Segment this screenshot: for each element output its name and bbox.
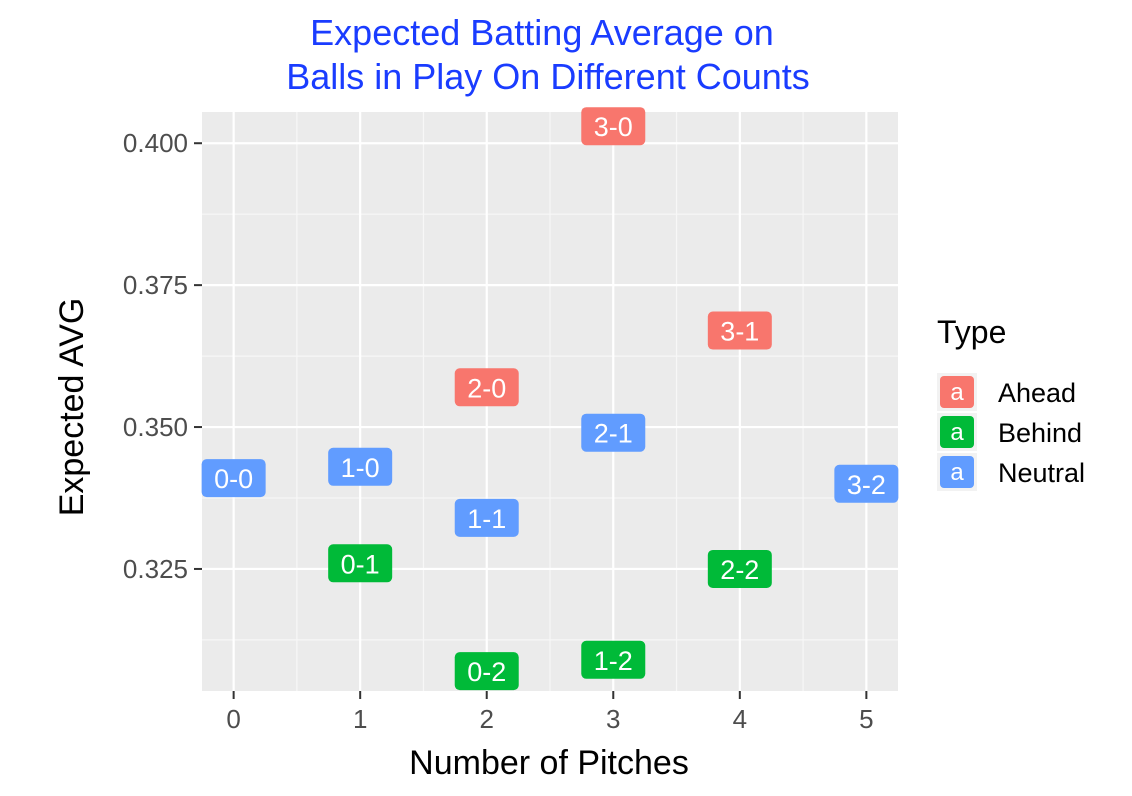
chart-title-line-1: Expected Batting Average on [310, 12, 774, 53]
y-axis-title: Expected AVG [53, 298, 91, 517]
count-label-box [707, 549, 772, 588]
legend-key-glyph: a [950, 459, 964, 486]
count-label-point: 3-0 [581, 107, 646, 146]
count-label-box [581, 640, 646, 679]
legend-title: Type [937, 314, 1006, 350]
count-label-point: 3-1 [707, 311, 772, 350]
legend-key-swatch [940, 376, 974, 408]
count-label-box [581, 413, 646, 452]
legend-key-swatch [940, 416, 974, 448]
count-label-box [328, 544, 393, 583]
x-tick-label: 1 [353, 704, 367, 734]
count-label-point: 0-1 [328, 544, 393, 583]
legend-entry: a Neutral [937, 453, 1085, 491]
count-label-text: 1-1 [467, 504, 506, 534]
count-label-text: 1-2 [594, 646, 633, 676]
chart-title-line-2: Balls in Play On Different Counts [286, 56, 810, 97]
count-label-point: 1-1 [454, 498, 519, 537]
count-label-text: 3-0 [594, 112, 633, 142]
y-tick-label: 0.350 [123, 412, 188, 442]
y-tick-label: 0.400 [123, 128, 188, 158]
count-label-box [454, 652, 519, 691]
y-tick-label: 0.375 [123, 270, 188, 300]
legend-entry: a Ahead [937, 373, 1076, 411]
y-tick-label: 0.325 [123, 554, 188, 584]
count-label-point: 0-2 [454, 652, 519, 691]
x-tick-label: 5 [859, 704, 873, 734]
count-label-point: 0-0 [201, 459, 266, 498]
count-label-box [581, 107, 646, 146]
legend: Type a Ahead a Behind a Neutral [937, 314, 1085, 491]
x-tick-label: 0 [226, 704, 240, 734]
count-label-box [834, 464, 899, 503]
count-label-text: 2-2 [720, 555, 759, 585]
legend-entry-label: Ahead [998, 378, 1076, 408]
count-label-point: 2-0 [454, 368, 519, 407]
count-label-point: 2-1 [581, 413, 646, 452]
legend-key-glyph: a [950, 379, 964, 406]
count-label-box [328, 447, 393, 486]
x-axis-title: Number of Pitches [409, 744, 689, 782]
legend-key-glyph: a [950, 419, 964, 446]
count-label-point: 1-0 [328, 447, 393, 486]
x-tick-label: 4 [733, 704, 747, 734]
plot-area: 0-0 1-0 0-1 2-0 1-1 0-2 3-0 2-1 1-2 3-1 2-2 3-2 [201, 107, 899, 691]
legend-entry: a Behind [937, 413, 1082, 451]
legend-entry-label: Neutral [998, 458, 1085, 488]
x-tick-label: 3 [606, 704, 620, 734]
legend-key-swatch [940, 456, 974, 488]
count-label-text: 2-0 [467, 373, 506, 403]
chart-title: Expected Batting Average on Balls in Pla… [286, 12, 810, 97]
count-label-text: 0-0 [214, 464, 253, 494]
count-label-point: 2-2 [707, 549, 772, 588]
count-label-text: 3-1 [720, 317, 759, 347]
count-label-text: 3-2 [847, 470, 886, 500]
count-label-box [707, 311, 772, 350]
count-label-point: 3-2 [834, 464, 899, 503]
y-axis: 0.325 0.350 0.375 0.400 [123, 128, 202, 584]
legend-entry-label: Behind [998, 418, 1082, 448]
count-label-text: 2-1 [594, 419, 633, 449]
x-tick-label: 2 [479, 704, 493, 734]
count-label-text: 0-2 [467, 657, 506, 687]
x-axis: 0 1 2 3 4 5 [226, 691, 874, 734]
count-label-text: 0-1 [341, 549, 380, 579]
count-label-text: 1-0 [341, 453, 380, 483]
count-label-point: 1-2 [581, 640, 646, 679]
count-label-box [454, 498, 519, 537]
count-label-box [454, 368, 519, 407]
count-label-box [201, 459, 266, 498]
